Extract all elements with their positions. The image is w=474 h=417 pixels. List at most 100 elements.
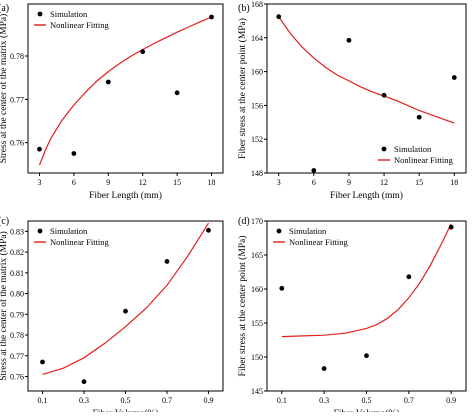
y-tick-label: 0.76 (10, 139, 24, 148)
y-tick-label: 160 (251, 285, 263, 294)
legend-label-fitting: Nonlinear Fitting (50, 237, 110, 247)
x-axis-label: Fiber Length (mm) (89, 190, 162, 201)
y-tick-label: 0.77 (10, 95, 24, 104)
y-axis-label: Stress at the center of the matrix (MPa) (0, 231, 9, 381)
x-tick-label: 0.9 (203, 396, 213, 405)
simulation-point (416, 114, 422, 120)
legend-marker-simulation (37, 11, 43, 17)
x-tick-label: 0.7 (162, 396, 172, 405)
x-tick-label: 0.3 (319, 396, 329, 405)
panel-label: (d) (238, 216, 250, 227)
simulation-point (364, 353, 369, 359)
y-tick-label: 0.77 (10, 352, 24, 361)
simulation-point (81, 379, 87, 385)
nonlinear-fitting-line (38, 16, 212, 166)
x-tick-label: 0.5 (121, 396, 131, 405)
simulation-point (140, 49, 146, 55)
panel-label: (a) (0, 3, 9, 14)
y-axis-label: Fiber stress at the center point (MPa) (237, 18, 248, 159)
y-tick-label: 0.78 (10, 52, 24, 61)
legend-marker-simulation (37, 228, 43, 234)
y-tick-label: 152 (251, 135, 263, 144)
x-tick-label: 18 (450, 178, 458, 187)
y-tick-label: 0.80 (10, 290, 24, 299)
simulation-point (174, 90, 180, 96)
x-tick-label: 0.9 (446, 396, 456, 405)
simulation-point (448, 224, 454, 230)
simulation-point (279, 285, 285, 291)
x-tick-label: 3 (277, 178, 281, 187)
x-tick-label: 6 (72, 178, 76, 187)
x-tick-label: 3 (37, 178, 41, 187)
x-tick-label: 15 (415, 178, 423, 187)
x-tick-label: 9 (106, 178, 110, 187)
simulation-point (321, 366, 327, 371)
y-tick-label: 0.83 (10, 227, 24, 236)
simulation-point (37, 146, 42, 152)
chart-panel-d: 0.1 0.3 0.5 0.7 0.9 145 150 155 160 165 170 Fiber V… (237, 216, 467, 417)
x-tick-label: 9 (347, 178, 351, 187)
y-tick-label: 145 (251, 387, 263, 396)
y-tick-label: 170 (251, 217, 263, 226)
legend-label-fitting: Nonlinear Fitting (289, 237, 349, 247)
x-axis-label: Fiber Volume(%) (334, 408, 400, 412)
legend-label-fitting: Nonlinear Fitting (394, 155, 454, 165)
y-axis-label: Stress at the center of the matrix (MPa) (0, 14, 9, 164)
simulation-point (406, 274, 412, 280)
x-tick-label: 0.3 (79, 396, 89, 405)
simulation-point (105, 79, 111, 85)
y-tick-label: 164 (251, 34, 263, 43)
x-tick-label: 6 (312, 178, 316, 187)
nonlinear-fitting-line (278, 16, 455, 124)
simulation-point (71, 151, 77, 156)
x-axis-label: Fiber Volume(%) (93, 408, 159, 412)
panel-label: (c) (0, 216, 9, 227)
simulation-point (164, 259, 170, 264)
y-tick-label: 150 (251, 353, 263, 362)
legend-label-simulation: Simulation (50, 9, 88, 19)
plot-frame (266, 3, 467, 174)
plot-frame (27, 3, 224, 174)
simulation-point (206, 227, 211, 233)
y-tick-label: 156 (251, 101, 263, 110)
x-tick-label: 0.5 (362, 396, 372, 405)
y-tick-label: 0.81 (10, 269, 24, 278)
simulation-point (451, 75, 457, 80)
simulation-point (311, 168, 317, 173)
y-tick-label: 0.76 (10, 372, 24, 381)
panel-label: (b) (238, 3, 250, 14)
simulation-point (276, 14, 282, 20)
y-tick-label: 160 (251, 68, 263, 77)
chart-panel-b: 3 6 9 12 15 18 148 152 156 160 164 168 Fiber Length … (237, 0, 467, 201)
nonlinear-fitting-line (281, 223, 452, 338)
x-tick-label: 12 (139, 178, 147, 187)
x-axis-label: Fiber Length (mm) (330, 190, 403, 201)
simulation-point (123, 308, 128, 314)
x-tick-label: 18 (208, 178, 216, 187)
nonlinear-fitting-line (42, 222, 210, 375)
legend-label-simulation: Simulation (394, 144, 432, 154)
y-tick-label: 0.78 (10, 331, 24, 340)
y-tick-label: 0.79 (10, 310, 24, 319)
legend-label-simulation: Simulation (289, 226, 327, 236)
y-tick-label: 155 (251, 319, 263, 328)
simulation-point (40, 359, 45, 365)
y-tick-label: 168 (251, 0, 263, 9)
simulation-point (209, 14, 214, 20)
y-tick-label: 165 (251, 251, 263, 260)
legend-marker-simulation (381, 146, 387, 152)
chart-panel-a: 3 6 9 12 15 18 0.76 0.77 0.78 Fiber Length (mm) St… (0, 3, 224, 201)
x-tick-label: 0.1 (277, 396, 287, 405)
simulation-point (346, 37, 352, 43)
legend-marker-simulation (276, 228, 282, 234)
legend-label-fitting: Nonlinear Fitting (50, 20, 110, 30)
x-tick-label: 12 (380, 178, 388, 187)
y-tick-label: 148 (251, 169, 263, 178)
y-tick-label: 0.82 (10, 248, 24, 257)
legend-label-simulation: Simulation (50, 226, 88, 236)
x-tick-label: 15 (173, 178, 181, 187)
y-axis-label: Fiber stress at the center point (MPa) (237, 236, 248, 377)
simulation-point (381, 92, 387, 98)
x-tick-label: 0.7 (404, 396, 414, 405)
